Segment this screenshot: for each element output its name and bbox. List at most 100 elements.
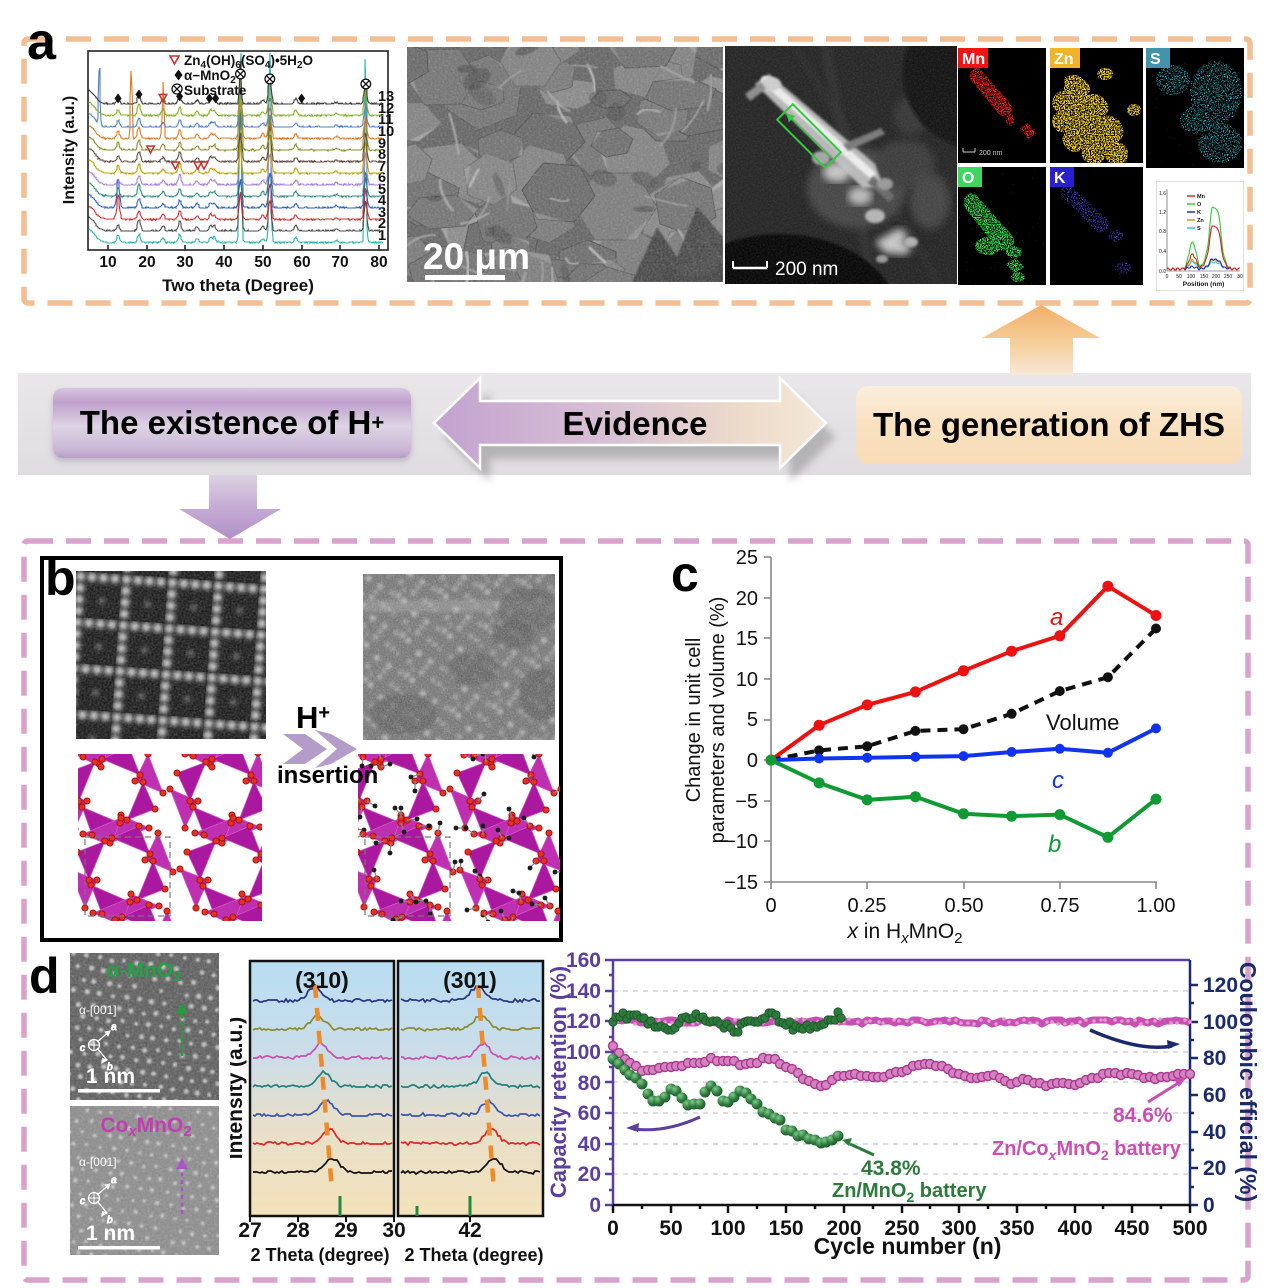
svg-text:43.8%: 43.8%	[861, 1157, 921, 1180]
svg-text:100: 100	[1187, 274, 1196, 280]
svg-text:K: K	[1054, 170, 1066, 187]
svg-text:Zn4(OH)6(SO4)•5H2O: Zn4(OH)6(SO4)•5H2O	[184, 53, 313, 71]
svg-text:60: 60	[293, 254, 310, 271]
svg-text:20: 20	[138, 254, 155, 271]
svg-text:1.00: 1.00	[1137, 895, 1176, 917]
svg-text:12: 12	[378, 101, 394, 117]
svg-text:27: 27	[238, 1219, 261, 1242]
svg-text:10: 10	[99, 254, 116, 271]
svg-text:0: 0	[765, 895, 776, 917]
svg-text:α-MnO2: α-MnO2	[107, 959, 182, 985]
svg-text:13: 13	[378, 89, 394, 105]
svg-text:15: 15	[736, 628, 758, 650]
svg-text:28: 28	[286, 1219, 310, 1242]
svg-text:Zn/CoxMnO2 battery: Zn/CoxMnO2 battery	[992, 1138, 1182, 1163]
svg-text:Capacity retention (%): Capacity retention (%)	[548, 966, 571, 1198]
svg-text:500: 500	[1172, 1217, 1207, 1240]
svg-text:200 nm: 200 nm	[775, 259, 838, 280]
svg-text:8: 8	[378, 147, 386, 163]
svg-text:2 Theta (degree): 2 Theta (degree)	[404, 1245, 543, 1265]
svg-text:200: 200	[1212, 274, 1221, 280]
svg-text:100: 100	[566, 1041, 601, 1064]
svg-text:α-[001]: α-[001]	[79, 1003, 117, 1017]
svg-text:0: 0	[1203, 1194, 1215, 1217]
svg-text:parameters and volume (%): parameters and volume (%)	[707, 597, 729, 844]
svg-text:c: c	[1052, 767, 1064, 794]
svg-text:50: 50	[1176, 274, 1182, 280]
svg-text:b: b	[1048, 831, 1061, 858]
svg-text:S: S	[1150, 51, 1161, 68]
svg-text:1.2: 1.2	[1159, 210, 1166, 216]
svg-text:S: S	[1197, 226, 1201, 232]
svg-text:160: 160	[566, 949, 601, 972]
svg-text:−15: −15	[724, 872, 758, 894]
svg-text:Zn/MnO2 battery: Zn/MnO2 battery	[832, 1180, 987, 1205]
svg-text:150: 150	[768, 1217, 803, 1240]
svg-text:3: 3	[378, 205, 386, 221]
svg-text:Zn: Zn	[1054, 51, 1074, 68]
svg-text:50: 50	[659, 1217, 682, 1240]
svg-text:c: c	[80, 1196, 85, 1207]
svg-text:1 nm: 1 nm	[86, 1222, 135, 1245]
svg-text:O: O	[1197, 202, 1202, 208]
svg-text:25: 25	[736, 547, 758, 569]
svg-text:Two theta (Degree): Two theta (Degree)	[162, 276, 314, 295]
svg-text:20: 20	[736, 588, 758, 610]
svg-text:Substrate: Substrate	[184, 83, 247, 98]
svg-text:0: 0	[747, 750, 758, 772]
svg-text:10: 10	[736, 669, 758, 691]
svg-text:84.6%: 84.6%	[1113, 1104, 1173, 1127]
svg-text:30: 30	[382, 1219, 405, 1242]
svg-text:80: 80	[578, 1072, 601, 1095]
svg-text:6: 6	[378, 170, 386, 186]
svg-text:80: 80	[370, 254, 387, 271]
svg-text:200: 200	[826, 1217, 861, 1240]
svg-text:40: 40	[578, 1133, 601, 1156]
svg-text:0: 0	[589, 1194, 601, 1217]
svg-text:Cycle number (n): Cycle number (n)	[814, 1233, 1002, 1259]
svg-text:0.25: 0.25	[848, 895, 887, 917]
svg-text:20 μm: 20 μm	[423, 236, 530, 277]
svg-text:40: 40	[1203, 1121, 1226, 1144]
svg-text:a: a	[1050, 604, 1063, 631]
svg-text:0: 0	[1166, 274, 1169, 280]
svg-text:140: 140	[566, 980, 601, 1003]
svg-text:c: c	[80, 1043, 85, 1054]
svg-text:250: 250	[884, 1217, 919, 1240]
svg-text:50: 50	[254, 254, 271, 271]
svg-text:60: 60	[578, 1102, 601, 1125]
svg-text:200 nm: 200 nm	[979, 150, 1003, 157]
svg-text:0.0: 0.0	[1159, 269, 1166, 275]
svg-text:2 Theta (degree): 2 Theta (degree)	[250, 1245, 389, 1265]
svg-text:30: 30	[176, 254, 193, 271]
svg-text:80: 80	[1203, 1047, 1226, 1070]
svg-text:1 nm: 1 nm	[86, 1065, 135, 1088]
svg-text:120: 120	[1203, 974, 1238, 997]
svg-text:b: b	[107, 1215, 113, 1226]
svg-text:5: 5	[378, 182, 386, 198]
svg-text:350: 350	[999, 1217, 1034, 1240]
svg-text:Coulombic efficial (%): Coulombic efficial (%)	[1235, 962, 1261, 1202]
svg-text:1.6: 1.6	[1159, 191, 1166, 197]
svg-text:Intensity (a.u.): Intensity (a.u.)	[230, 1017, 247, 1159]
svg-text:70: 70	[331, 254, 348, 271]
svg-text:2: 2	[378, 216, 386, 232]
svg-text:9: 9	[378, 136, 386, 152]
svg-text:a: a	[111, 1022, 117, 1033]
svg-text:20: 20	[578, 1163, 601, 1186]
svg-text:60: 60	[1203, 1084, 1226, 1107]
svg-text:120: 120	[566, 1010, 601, 1033]
svg-text:Mn: Mn	[962, 51, 985, 68]
svg-text:x in HxMnO2: x in HxMnO2	[846, 920, 962, 947]
svg-text:0.8: 0.8	[1159, 229, 1166, 235]
svg-text:4: 4	[378, 193, 386, 209]
svg-text:Intensity (a.u.): Intensity (a.u.)	[61, 96, 78, 204]
svg-text:Volume: Volume	[1046, 710, 1119, 735]
svg-text:0.50: 0.50	[945, 895, 984, 917]
svg-text:Mn: Mn	[1197, 194, 1206, 200]
svg-text:29: 29	[334, 1219, 357, 1242]
svg-text:K: K	[1197, 210, 1201, 216]
svg-text:0.4: 0.4	[1159, 249, 1166, 255]
svg-text:30: 30	[1237, 274, 1243, 280]
svg-text:450: 450	[1114, 1217, 1149, 1240]
